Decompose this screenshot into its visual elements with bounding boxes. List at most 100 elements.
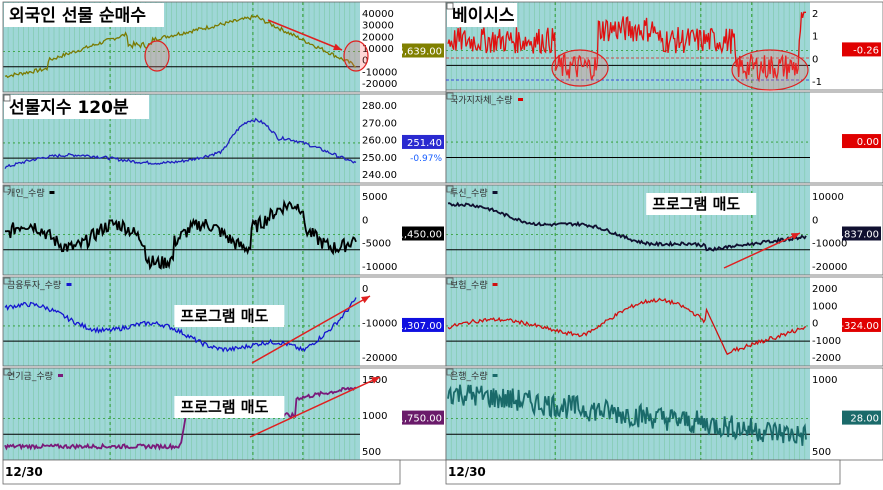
circle-basis-mid — [551, 49, 609, 87]
panel-l2-ytick: 280.00 — [362, 101, 397, 112]
panel-r5-price-tag-bg — [842, 410, 881, 425]
panel-l1-price-tag-bg — [402, 43, 444, 58]
panel-l5-price-tag: 1,750.00 — [397, 414, 442, 425]
arrow-investment-trust — [723, 232, 801, 269]
panel-l4-annotation-bg — [174, 305, 285, 327]
panel-r4-ytick: 0 — [812, 319, 818, 330]
panel-r1-axis-bg — [810, 2, 840, 90]
panel-l3-title: 개인_수량 — [7, 187, 45, 199]
date-label-right: 12/30 — [448, 465, 486, 479]
panel-r1-ytick: 2 — [812, 9, 818, 20]
panel-l2-title: 선물지수 120분 — [9, 98, 129, 118]
panel-l1-title-bg — [4, 3, 164, 27]
circle-foreign-low — [144, 40, 170, 72]
panel-l1-series-line — [4, 14, 357, 79]
panel-l5-annotation: 프로그램 매도 — [180, 398, 268, 416]
panel-r3-border — [445, 184, 883, 276]
panel-r5-ytick: 1000 — [812, 375, 837, 386]
panel-r4-price-tag-bg — [842, 317, 881, 332]
panel-r3-series-line — [447, 201, 807, 252]
panel-l4-price-tag-bg — [402, 317, 444, 332]
panel-l2-axis-bg — [360, 94, 400, 183]
panel-l1-ytick: 20000 — [362, 32, 394, 43]
panel-r5-legend-swatch — [492, 374, 498, 377]
panel-r4-title: 보험_수량 — [450, 279, 488, 291]
panel-r1-ytick: -1 — [812, 77, 822, 88]
panel-l1-ytick: 10000 — [362, 44, 394, 55]
arrow-foreign-futures-head — [333, 43, 342, 51]
arrow-financial-invest-head — [361, 296, 370, 304]
panel-r3-price-tag: -9,837.00 — [831, 230, 879, 241]
panel-l4-ytick: -10000 — [362, 319, 397, 330]
panel-l5-close-box — [3, 368, 11, 376]
panel-r4-axis-bg — [810, 277, 840, 366]
panel-l2-price-tag-bg — [402, 134, 444, 149]
panel-l2-series-line — [4, 117, 357, 169]
panel-l3-legend-swatch — [49, 191, 55, 194]
panel-l1-axis-bg — [360, 2, 400, 92]
panel-r3-axis-bg — [810, 185, 840, 275]
panel-l3-series-line — [4, 199, 357, 271]
arrow-financial-invest — [251, 295, 371, 364]
panel-r2-title: 국가지자체_수량 — [450, 94, 512, 106]
panel-r4-ytick: 1000 — [812, 301, 837, 312]
panel-r1-ytick: 1 — [812, 32, 818, 43]
panel-l3-price-tag: 1,450.00 — [397, 230, 442, 241]
arrow-foreign-futures — [267, 19, 343, 51]
panel-l3-ytick: -10000 — [362, 262, 397, 273]
panel-l5-title: 연기금_수량 — [7, 370, 53, 382]
panel-r2-border — [445, 91, 883, 184]
panel-l5-annotation-bg — [174, 396, 285, 418]
date-label-left: 12/30 — [5, 465, 43, 479]
panel-l4-annotation: 프로그램 매도 — [180, 307, 268, 325]
panel-r2-legend-swatch — [518, 98, 523, 101]
panel-r1-price-tag-bg — [842, 42, 881, 57]
panel-l3-close-box — [3, 185, 11, 193]
panel-r4-legend-swatch — [492, 283, 498, 286]
panel-r2-axis-bg — [810, 92, 840, 183]
panel-r1-ytick: 0 — [812, 54, 818, 65]
arrow-pension-head — [371, 377, 380, 384]
panel-l4-legend-swatch — [66, 283, 72, 286]
panel-r4-ytick: -1000 — [812, 336, 841, 347]
panel-r1-close-box — [446, 2, 454, 10]
panel-l2-ytick: 250.00 — [362, 153, 397, 164]
panel-l4-ytick: 0 — [362, 284, 368, 295]
panel-r3-annotation: 프로그램 매도 — [652, 195, 740, 213]
panel-l4-title: 금융투자_수량 — [7, 279, 61, 291]
panel-r3-title: 투신_수량 — [450, 187, 488, 199]
panel-l4-axis-bg — [360, 277, 400, 366]
panel-l2-ytick: 240.00 — [362, 170, 397, 181]
panel-r4-ytick: 2000 — [812, 284, 837, 295]
panel-l5-series-line — [4, 386, 357, 451]
panel-l4-close-box — [3, 277, 11, 285]
circle-basis-end — [731, 49, 809, 91]
panel-l2-title-bg — [4, 95, 149, 119]
arrow-pension — [249, 376, 381, 438]
panel-r2-price-tag-bg — [842, 134, 881, 149]
panel-r2-close-box — [446, 92, 454, 100]
panel-r3-ytick: 0 — [812, 215, 818, 226]
panel-r1-title-bg — [447, 3, 517, 27]
date-axis-right — [445, 459, 841, 485]
panel-r4-series-line — [447, 297, 807, 356]
panel-r3-ytick: -10000 — [812, 239, 847, 250]
panel-l1-ytick: -10000 — [362, 67, 397, 78]
panel-l1-ytick: -20000 — [362, 79, 397, 90]
panel-l1-title: 외국인 선물 순매수 — [9, 6, 146, 26]
panel-l4-ytick: -20000 — [362, 353, 397, 364]
panel-r5-series-line — [447, 384, 807, 446]
panel-r5-axis-bg — [810, 368, 840, 460]
panel-r1-series-line — [447, 11, 806, 83]
panel-r3-price-tag-bg — [842, 226, 881, 241]
panel-l1-ytick: 0 — [362, 56, 368, 67]
panel-l1-ytick: 40000 — [362, 9, 394, 20]
panel-l3-axis-bg — [360, 185, 400, 275]
panel-l2-ytick: 260.00 — [362, 136, 397, 147]
panel-r4-ytick: -2000 — [812, 353, 841, 364]
panel-r5-close-box — [446, 368, 454, 376]
panel-r1-title: 베이시스 — [452, 6, 515, 26]
panel-l3-ytick: 0 — [362, 215, 368, 226]
